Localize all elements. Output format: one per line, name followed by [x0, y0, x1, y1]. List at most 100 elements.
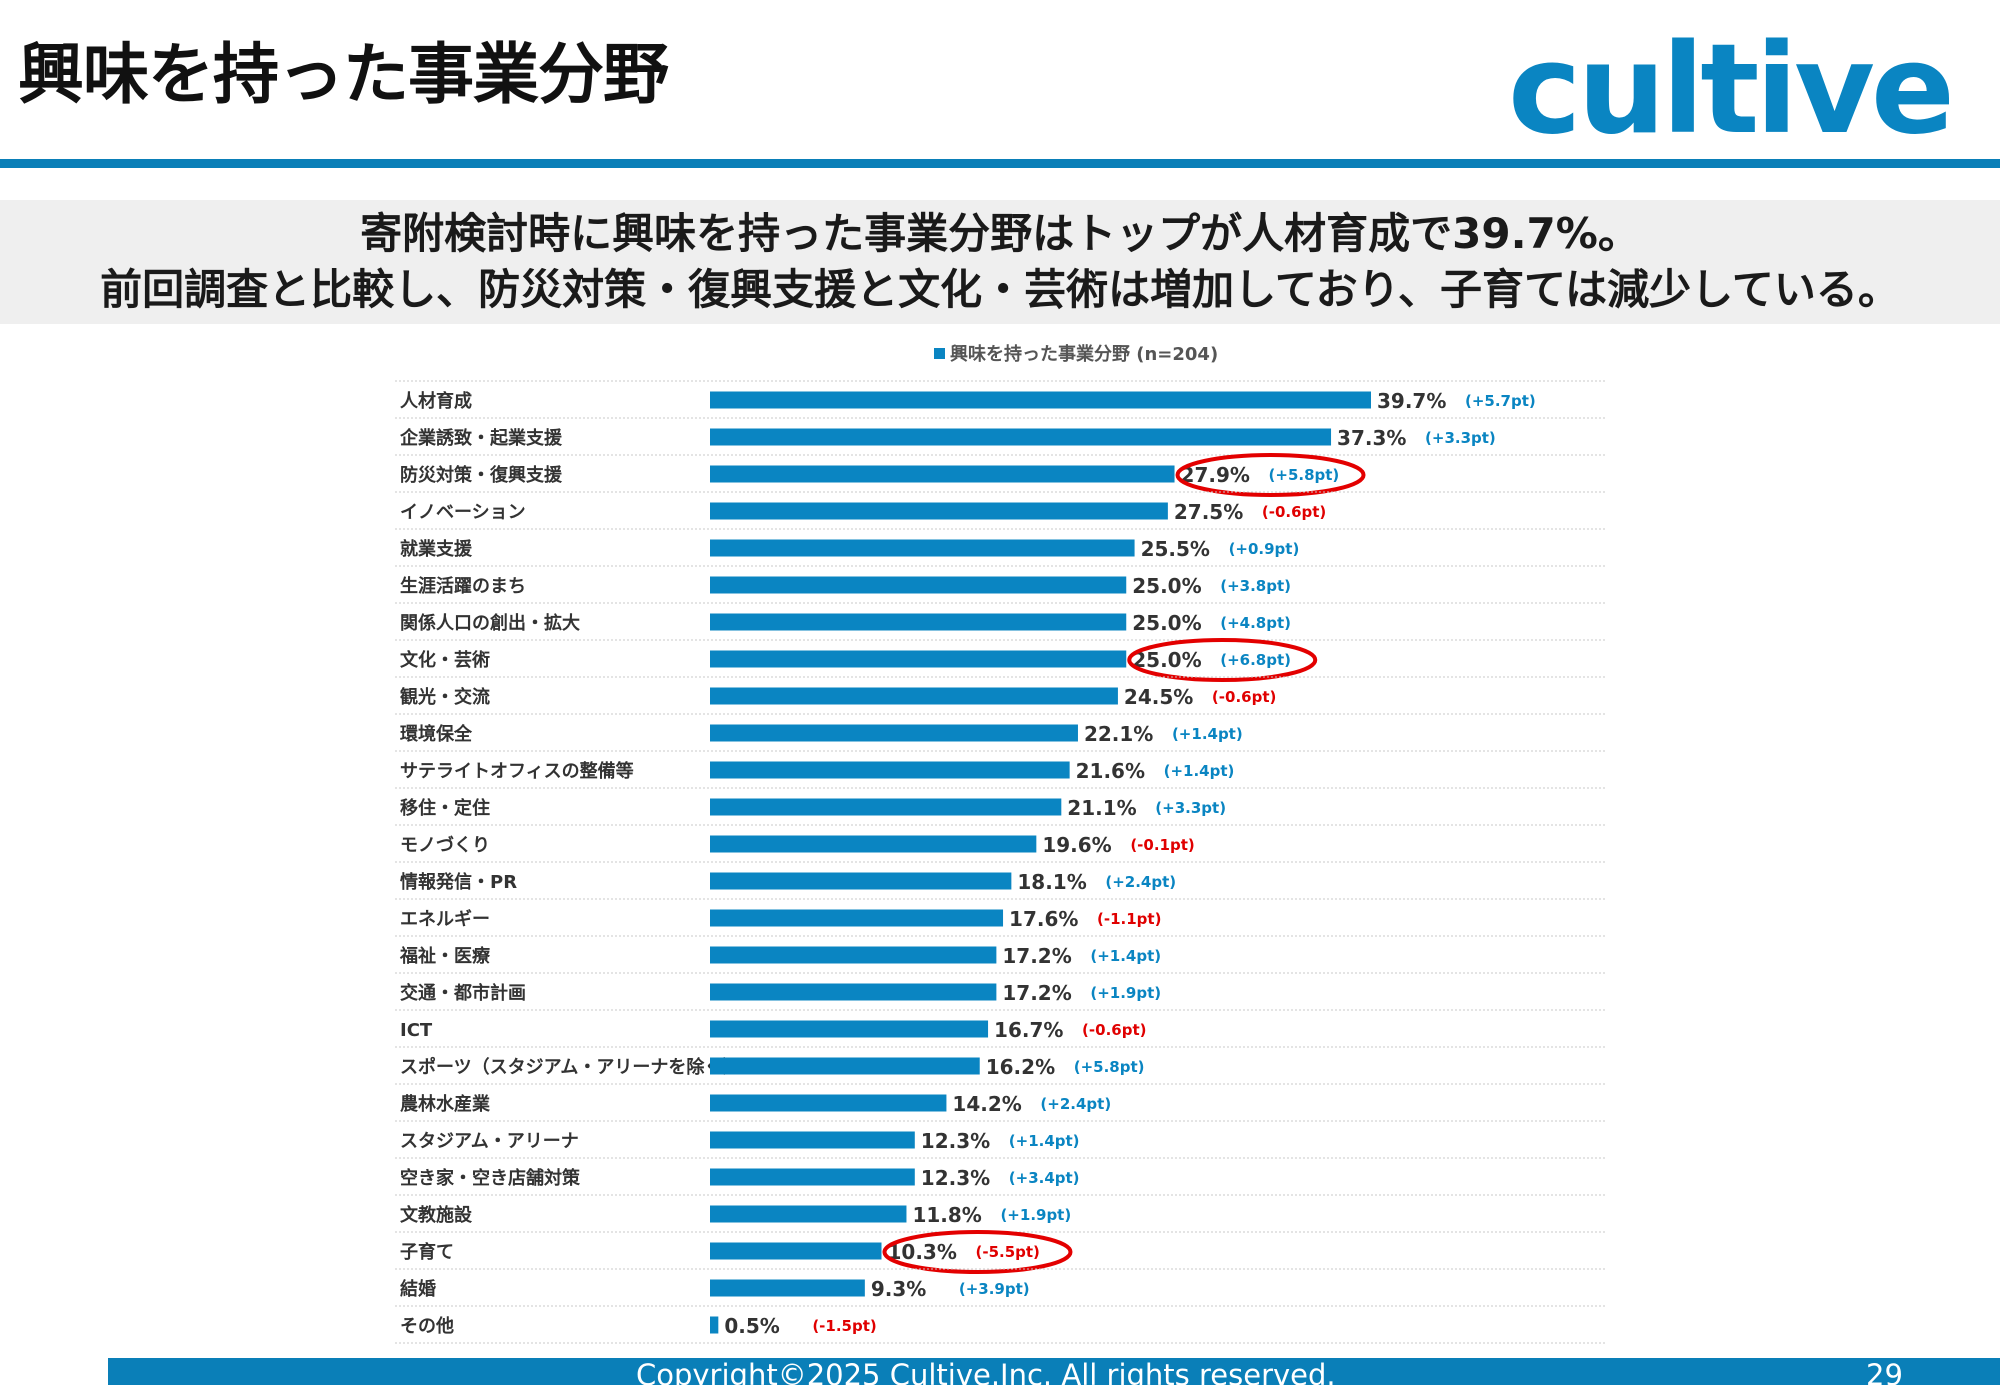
category-label: 就業支援: [400, 538, 473, 560]
bar: [710, 1057, 980, 1075]
category-label: 農林水産業: [400, 1093, 491, 1115]
cultive-logo: cultive: [1508, 18, 1955, 162]
category-label: 生涯活躍のまち: [400, 575, 526, 597]
category-label: 防災対策・復興支援: [400, 464, 563, 486]
bar: [710, 1094, 947, 1112]
value-label: 9.3%: [871, 1277, 926, 1301]
category-label: 福祉・医療: [399, 945, 491, 967]
chart-row: エネルギー 17.6% (-1.1pt): [395, 898, 1605, 931]
highlight-ellipse: [882, 1230, 1073, 1274]
footer-bar: Copyright©2025 Cultive.Inc. All rights r…: [108, 1358, 2000, 1385]
value-label: 21.6%: [1076, 759, 1145, 783]
category-label: 結婚: [400, 1278, 436, 1300]
legend-swatch: [934, 348, 945, 359]
change-label: (+1.9pt): [1090, 984, 1161, 1002]
chart-row: 人材育成 39.7% (+5.7pt): [395, 380, 1605, 413]
value-label: 16.7%: [994, 1018, 1063, 1042]
change-label: (-0.1pt): [1130, 836, 1194, 854]
chart-row: ICT 16.7% (-0.6pt): [395, 1009, 1605, 1042]
bar: [710, 1279, 865, 1297]
change-label: (+1.4pt): [1164, 762, 1235, 780]
chart-row: 生涯活躍のまち 25.0% (+3.8pt): [395, 565, 1605, 598]
value-label: 25.0%: [1132, 611, 1201, 635]
change-label: (+3.4pt): [1009, 1169, 1080, 1187]
change-label: (-1.5pt): [812, 1317, 876, 1335]
chart-row: 農林水産業 14.2% (+2.4pt): [395, 1083, 1605, 1116]
category-label: 人材育成: [400, 390, 472, 412]
bar: [710, 650, 1127, 668]
chart-row: 企業誘致・起業支援 37.3% (+3.3pt): [395, 417, 1605, 450]
bar: [710, 391, 1371, 409]
category-label: ICT: [400, 1020, 433, 1041]
change-label: (+4.8pt): [1220, 614, 1291, 632]
header-divider: [0, 159, 2000, 168]
bar: [710, 761, 1070, 779]
category-label: 文化・芸術: [400, 649, 490, 671]
chart-row: 移住・定住 21.1% (+3.3pt): [395, 787, 1605, 820]
chart-legend: 興味を持った事業分野 (n=204): [934, 343, 1218, 365]
category-label: 子育て: [400, 1241, 454, 1263]
value-label: 39.7%: [1377, 389, 1446, 413]
value-label: 22.1%: [1084, 722, 1153, 746]
change-label: (+1.9pt): [1000, 1206, 1071, 1224]
category-label: 関係人口の創出・拡大: [400, 612, 580, 634]
highlight-ellipse: [1127, 638, 1318, 682]
value-label: 17.6%: [1009, 907, 1078, 931]
category-label: スタジアム・アリーナ: [400, 1131, 579, 1152]
value-label: 18.1%: [1017, 870, 1086, 894]
category-label: イノベーション: [400, 502, 526, 523]
bar: [710, 428, 1332, 446]
page-number: 29: [1866, 1358, 1903, 1385]
value-label: 12.3%: [921, 1166, 990, 1190]
legend-label: 興味を持った事業分野 (n=204): [950, 343, 1218, 365]
bar: [710, 576, 1127, 594]
chart-row: 情報発信・PR 18.1% (+2.4pt): [395, 861, 1605, 894]
bar: [710, 687, 1118, 705]
change-label: (-0.6pt): [1212, 688, 1276, 706]
chart-row: 観光・交流 24.5% (-0.6pt): [395, 676, 1605, 709]
chart-row: 空き家・空き店舗対策 12.3% (+3.4pt): [395, 1157, 1605, 1190]
value-label: 17.2%: [1002, 944, 1071, 968]
category-label: エネルギー: [400, 909, 490, 930]
chart-row: 福祉・医療 17.2% (+1.4pt): [395, 935, 1605, 968]
category-label: その他: [400, 1315, 454, 1337]
chart-row: 文化・芸術 25.0% (+6.8pt): [395, 638, 1605, 682]
change-label: (+1.4pt): [1090, 947, 1161, 965]
bar: [710, 835, 1037, 853]
chart-row: 関係人口の創出・拡大 25.0% (+4.8pt): [395, 602, 1605, 635]
change-label: (+2.4pt): [1040, 1095, 1111, 1113]
bar: [710, 983, 997, 1001]
chart-row: 文教施設 11.8% (+1.9pt): [395, 1194, 1605, 1227]
bar: [710, 872, 1012, 890]
bar: [710, 946, 997, 964]
bar: [710, 1316, 719, 1334]
category-label: 文教施設: [400, 1204, 473, 1226]
category-label: 観光・交流: [400, 686, 490, 708]
chart-row: モノづくり 19.6% (-0.1pt): [395, 824, 1605, 857]
change-label: (+3.3pt): [1425, 429, 1496, 447]
change-label: (+1.4pt): [1172, 725, 1243, 743]
category-label: モノづくり: [400, 835, 490, 856]
value-label: 25.0%: [1132, 648, 1201, 672]
value-label: 16.2%: [986, 1055, 1055, 1079]
value-label: 37.3%: [1337, 426, 1406, 450]
bar: [710, 1168, 915, 1186]
bar: [710, 1205, 907, 1223]
bar: [710, 1020, 989, 1038]
value-label: 24.5%: [1124, 685, 1193, 709]
chart-row: 子育て 10.3% (-5.5pt): [395, 1230, 1605, 1274]
category-label: サテライトオフィスの整備等: [400, 760, 634, 782]
change-label: (+6.8pt): [1220, 651, 1291, 669]
chart-row: 結婚 9.3% (+3.9pt): [395, 1268, 1605, 1301]
summary-banner: 寄附検討時に興味を持った事業分野はトップが人材育成で39.7%。 前回調査と比較…: [0, 200, 2000, 324]
value-label: 12.3%: [921, 1129, 990, 1153]
category-label: スポーツ（スタジアム・アリーナを除く）: [400, 1056, 740, 1078]
category-label: 交通・都市計画: [400, 982, 526, 1004]
value-label: 27.5%: [1174, 500, 1243, 524]
change-label: (+3.3pt): [1155, 799, 1226, 817]
value-label: 27.9%: [1181, 463, 1250, 487]
value-label: 10.3%: [887, 1240, 956, 1264]
value-label: 0.5%: [724, 1314, 779, 1338]
change-label: (-0.6pt): [1082, 1021, 1146, 1039]
bar: [710, 465, 1175, 483]
